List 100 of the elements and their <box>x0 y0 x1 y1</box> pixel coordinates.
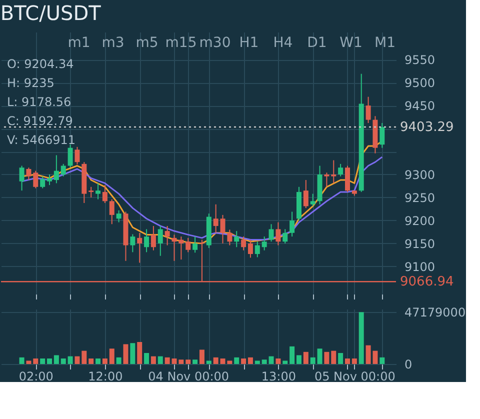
y-tick-label: 47179000 <box>404 306 466 320</box>
bar <box>74 356 80 364</box>
bar <box>241 358 246 364</box>
x-tick-label: 13:00 <box>261 370 296 384</box>
annotation: C: 9192.79 <box>7 114 73 128</box>
annotation: m3 <box>102 35 124 51</box>
candlestick <box>26 167 32 181</box>
candlestick <box>178 236 184 260</box>
candlestick <box>19 165 24 192</box>
annotation: H: 9235 <box>7 76 54 90</box>
candlestick <box>116 210 122 223</box>
candlestick <box>234 230 240 248</box>
candlestick <box>248 239 253 258</box>
candlestick <box>96 182 101 200</box>
annotation: V: 5466911 <box>7 133 76 147</box>
bar <box>144 353 150 364</box>
bar <box>262 360 267 364</box>
candlestick <box>137 232 142 264</box>
annotation: D1 <box>307 35 327 51</box>
bar <box>158 356 163 364</box>
annotation: L: 9178.56 <box>7 95 72 109</box>
bar <box>290 346 295 364</box>
bar <box>186 360 191 364</box>
y-tick-label: 9200 <box>404 214 436 228</box>
candlestick <box>144 228 150 253</box>
candlestick <box>54 154 59 184</box>
candlestick <box>109 198 114 225</box>
candlestick <box>366 96 371 124</box>
candlestick <box>192 236 198 254</box>
annotation: H1 <box>239 35 259 51</box>
bar <box>324 352 330 364</box>
bar <box>213 357 218 364</box>
bar <box>116 357 122 364</box>
x-tick-label: 05 Nov 00:00 <box>314 370 396 384</box>
candlestick <box>276 222 281 246</box>
candlestick <box>227 229 232 246</box>
bar <box>40 358 46 364</box>
bar <box>199 350 204 364</box>
candlestick <box>220 214 226 244</box>
candlestick <box>331 160 336 184</box>
annotation: H4 <box>273 35 293 51</box>
candlestick <box>150 225 156 251</box>
candlestick <box>102 184 108 204</box>
annotation: O: 9204.34 <box>7 57 74 71</box>
candlestick <box>254 241 260 258</box>
bar <box>268 356 274 364</box>
chart-title: BTC/USDT <box>0 1 102 25</box>
candlestick <box>88 186 94 198</box>
bar <box>206 360 212 364</box>
candlestick <box>40 176 46 189</box>
bar <box>192 360 198 364</box>
bar <box>33 358 38 364</box>
candlestick <box>344 165 350 192</box>
annotation: W1 <box>340 35 362 51</box>
bar <box>54 355 59 364</box>
annotation: m15 <box>165 35 197 51</box>
candlestick <box>164 225 170 246</box>
bar <box>310 357 316 364</box>
candlestick <box>68 144 73 168</box>
bar <box>130 343 136 364</box>
y-tick-label: 9250 <box>404 190 436 205</box>
bar <box>296 355 302 364</box>
bar <box>102 358 108 364</box>
bar <box>123 344 128 364</box>
bar <box>352 358 357 364</box>
y-tick-label: 0 <box>404 358 412 372</box>
bar <box>282 360 288 364</box>
bar <box>276 358 281 364</box>
y-tick-label: 9150 <box>404 236 436 251</box>
annotation: m30 <box>199 35 231 51</box>
candlestick <box>262 236 267 251</box>
candlestick <box>213 204 218 234</box>
y-tick-label: 9300 <box>404 168 436 182</box>
candlestick <box>380 122 385 148</box>
y-tick-label: 9450 <box>404 99 436 114</box>
bar <box>88 358 94 364</box>
bar <box>338 353 344 364</box>
candlestick <box>324 172 330 188</box>
bar <box>344 358 350 364</box>
bar <box>96 358 101 364</box>
candlestick <box>303 180 308 209</box>
y-tick-label: 9100 <box>404 260 436 274</box>
x-tick-label: 12:00 <box>88 370 123 384</box>
candlestick <box>282 228 288 244</box>
bar <box>248 357 253 364</box>
bar <box>60 358 66 364</box>
x-tick-label: 04 Nov 00:00 <box>148 370 230 384</box>
candlestick <box>158 225 163 256</box>
bar <box>26 360 32 364</box>
candlestick <box>172 234 177 262</box>
y-tick-label: 9500 <box>404 76 436 90</box>
candlestick <box>310 193 316 207</box>
candlestick <box>290 211 295 238</box>
bar <box>331 350 336 364</box>
bar <box>150 356 156 364</box>
candlestick <box>268 224 274 242</box>
bar <box>380 357 385 364</box>
bar <box>109 348 114 364</box>
bar <box>303 352 308 364</box>
bar <box>178 360 184 364</box>
